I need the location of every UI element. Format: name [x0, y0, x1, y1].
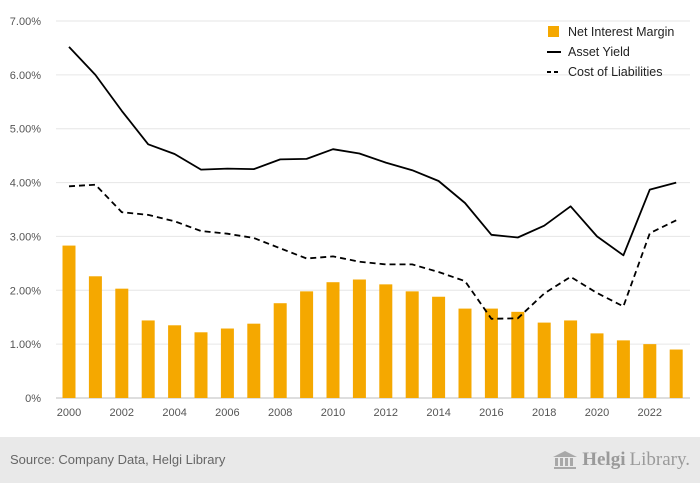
bar-2008	[273, 303, 287, 398]
bar-2001	[88, 276, 102, 398]
x-tick-label: 2018	[532, 407, 556, 419]
x-tick-label: 2020	[585, 407, 609, 419]
bar-2010	[326, 282, 340, 398]
x-tick-label: 2016	[479, 407, 503, 419]
x-tick-label: 2002	[110, 407, 134, 419]
bar-2002	[115, 288, 129, 398]
logo-text-library: Library.	[629, 449, 691, 470]
helgi-library-logo[interactable]: Helgi Library.	[552, 448, 690, 472]
y-tick-label: 5.00%	[10, 124, 41, 136]
y-tick-label: 4.00%	[10, 178, 41, 190]
legend: Net Interest Margin Asset Yield Cost of Li…	[547, 25, 674, 79]
bar-2003	[141, 320, 155, 398]
x-tick-label: 2008	[268, 407, 292, 419]
bar-2012	[379, 284, 393, 398]
bar-2020	[590, 333, 604, 398]
source-note: Source: Company Data, Helgi Library	[10, 452, 226, 467]
bar-2023	[669, 349, 683, 398]
bar-2022	[643, 344, 657, 398]
bar-2005	[194, 332, 208, 398]
bar-2021	[616, 340, 630, 398]
y-tick-label: 0%	[25, 393, 41, 405]
bar-2016	[484, 308, 498, 398]
legend-label: Cost of Liabilities	[568, 65, 663, 79]
line-asset-yield	[68, 46, 677, 257]
building-icon	[553, 451, 578, 469]
x-tick-label: 2012	[374, 407, 398, 419]
x-tick-label: 2014	[426, 407, 450, 419]
y-tick-label: 2.00%	[10, 285, 41, 297]
bar-2009	[300, 291, 314, 398]
grid	[56, 20, 690, 399]
bar-2000	[62, 245, 76, 398]
logo-text-helgi: Helgi	[582, 449, 626, 470]
bar-2014	[432, 296, 446, 398]
bar-2017	[511, 311, 525, 398]
x-tick-label: 2022	[638, 407, 662, 419]
legend-swatch-bar	[548, 26, 559, 37]
bar-2013	[405, 291, 419, 398]
x-tick-label: 2004	[162, 407, 186, 419]
bar-2006	[220, 328, 234, 398]
chart: 0% 1.00% 2.00% 3.00% 4.00% 5.00% 6.00% 7.00% 20…	[10, 16, 690, 419]
bar-2007	[247, 323, 261, 398]
bar-2004	[168, 325, 182, 398]
x-axis-ticks: 2000 2002 2004 2006 2008 2010 2012 2014 2016 2018…	[57, 407, 662, 419]
lines	[68, 46, 677, 320]
bar-2011	[352, 279, 366, 398]
x-tick-label: 2000	[57, 407, 81, 419]
y-tick-label: 3.00%	[10, 231, 41, 243]
bars-net-interest-margin	[62, 245, 683, 398]
bar-2018	[537, 322, 551, 398]
bar-2019	[564, 320, 578, 398]
bar-2015	[458, 308, 472, 398]
footer: Source: Company Data, Helgi Library Helg…	[0, 437, 700, 483]
legend-label: Net Interest Margin	[568, 25, 674, 39]
y-axis-ticks: 0% 1.00% 2.00% 3.00% 4.00% 5.00% 6.00% 7.00%	[10, 16, 41, 405]
x-tick-label: 2006	[215, 407, 239, 419]
x-tick-label: 2010	[321, 407, 345, 419]
y-tick-label: 7.00%	[10, 16, 41, 28]
y-tick-label: 1.00%	[10, 339, 41, 351]
line-cost-of-liabilities	[68, 183, 677, 320]
legend-label: Asset Yield	[568, 45, 630, 59]
y-tick-label: 6.00%	[10, 70, 41, 82]
